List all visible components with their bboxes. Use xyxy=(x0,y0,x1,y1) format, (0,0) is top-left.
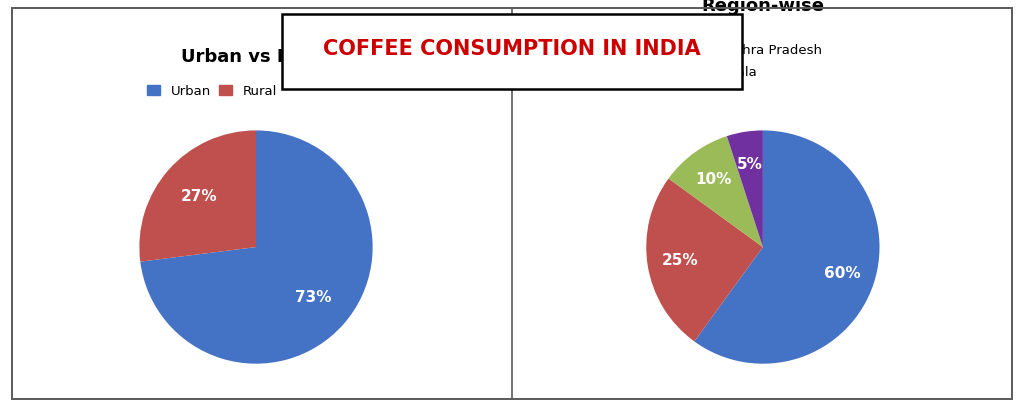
Wedge shape xyxy=(669,136,763,247)
Title: Region-wise: Region-wise xyxy=(701,0,824,15)
Wedge shape xyxy=(646,179,763,341)
Text: 73%: 73% xyxy=(295,290,331,305)
Wedge shape xyxy=(727,130,763,247)
Legend: Tamil Nadu, Karnataka, Andhra Pradesh, Kerala: Tamil Nadu, Karnataka, Andhra Pradesh, K… xyxy=(587,44,822,79)
Legend: Urban, Rural: Urban, Rural xyxy=(147,85,278,98)
Text: 60%: 60% xyxy=(824,266,861,281)
Title: Urban vs Rural: Urban vs Rural xyxy=(181,48,331,66)
Wedge shape xyxy=(139,130,256,262)
Text: 25%: 25% xyxy=(662,253,698,268)
Text: COFFEE CONSUMPTION IN INDIA: COFFEE CONSUMPTION IN INDIA xyxy=(324,39,700,60)
Wedge shape xyxy=(140,130,373,364)
Text: 5%: 5% xyxy=(737,157,763,172)
Text: 10%: 10% xyxy=(695,172,732,187)
Text: 27%: 27% xyxy=(181,190,217,205)
Wedge shape xyxy=(694,130,880,364)
